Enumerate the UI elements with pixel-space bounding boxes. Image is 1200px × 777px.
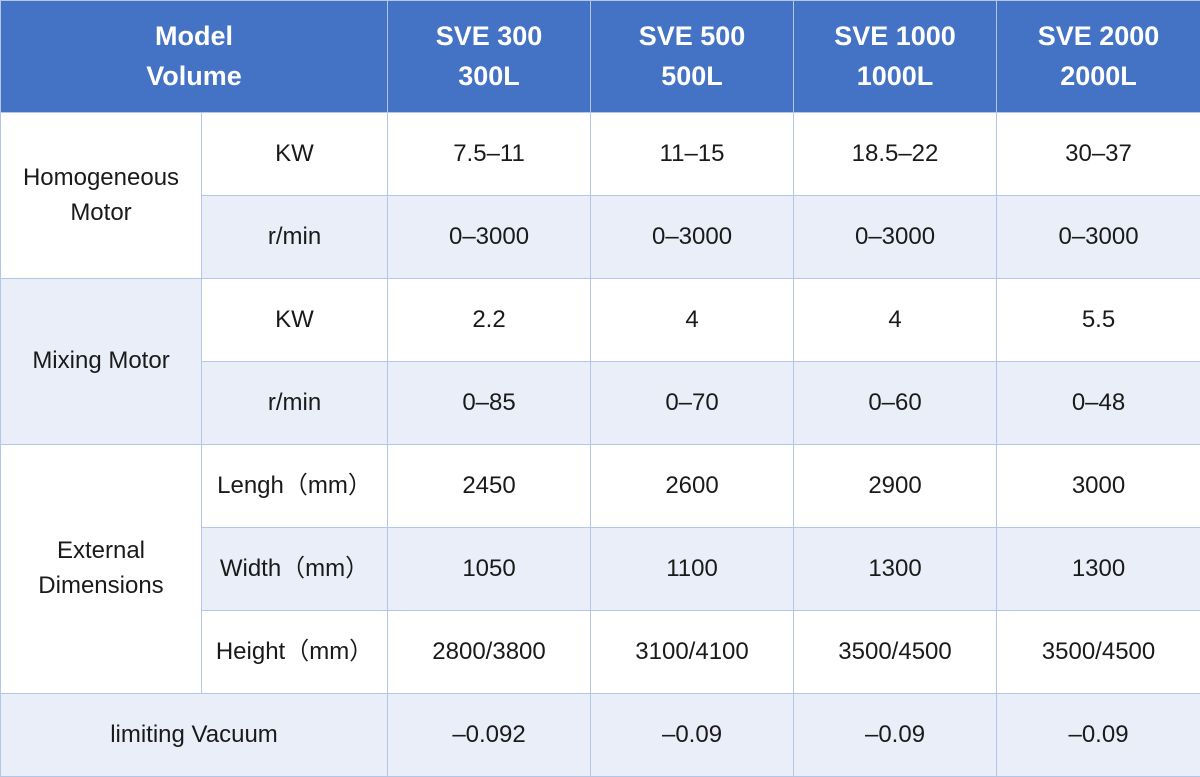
header-model-sve1000: SVE 1000 1000L (794, 1, 997, 113)
value-cell: –0.09 (591, 694, 794, 777)
param-cell: Height（mm） (202, 611, 388, 694)
value-cell: 5.5 (997, 279, 1200, 362)
param-cell: Width（mm） (202, 528, 388, 611)
limiting-vacuum-label: limiting Vacuum (1, 694, 388, 777)
value-cell: 3500/4500 (794, 611, 997, 694)
group-label: Motor (5, 196, 197, 231)
group-label: Dimensions (5, 569, 197, 604)
model-volume: 1000L (798, 57, 992, 96)
value-cell: 0–3000 (997, 196, 1200, 279)
header-label: Model Volume (1, 1, 388, 113)
model-volume: 500L (595, 57, 789, 96)
model-name: SVE 1000 (798, 17, 992, 56)
param-cell: KW (202, 113, 388, 196)
group-label: Homogeneous (5, 161, 197, 196)
value-cell: 18.5–22 (794, 113, 997, 196)
param-cell: KW (202, 279, 388, 362)
group-homogeneous-motor: Homogeneous Motor (1, 113, 202, 279)
param-cell: Lengh（mm） (202, 445, 388, 528)
value-cell: 1300 (794, 528, 997, 611)
param-cell: r/min (202, 196, 388, 279)
value-cell: 2450 (388, 445, 591, 528)
model-name: SVE 500 (595, 17, 789, 56)
table-row: Homogeneous Motor KW 7.5–11 11–15 18.5–2… (1, 113, 1200, 196)
value-cell: 1300 (997, 528, 1200, 611)
group-external-dimensions: External Dimensions (1, 445, 202, 694)
model-name: SVE 300 (392, 17, 586, 56)
header-model-sve2000: SVE 2000 2000L (997, 1, 1200, 113)
header-row: Model Volume SVE 300 300L SVE 500 500L S… (1, 1, 1200, 113)
value-cell: –0.09 (794, 694, 997, 777)
value-cell: –0.09 (997, 694, 1200, 777)
value-cell: 0–60 (794, 362, 997, 445)
value-cell: 0–85 (388, 362, 591, 445)
model-name: SVE 2000 (1001, 17, 1196, 56)
value-cell: 7.5–11 (388, 113, 591, 196)
value-cell: 0–3000 (794, 196, 997, 279)
value-cell: 1100 (591, 528, 794, 611)
value-cell: 3500/4500 (997, 611, 1200, 694)
value-cell: 2600 (591, 445, 794, 528)
header-model-sve300: SVE 300 300L (388, 1, 591, 113)
value-cell: 0–3000 (388, 196, 591, 279)
model-volume: 2000L (1001, 57, 1196, 96)
value-cell: 3100/4100 (591, 611, 794, 694)
table-row: limiting Vacuum –0.092 –0.09 –0.09 –0.09 (1, 694, 1200, 777)
header-label-model: Model (5, 17, 383, 56)
value-cell: 3000 (997, 445, 1200, 528)
group-mixing-motor: Mixing Motor (1, 279, 202, 445)
model-volume: 300L (392, 57, 586, 96)
value-cell: 2.2 (388, 279, 591, 362)
value-cell: 2800/3800 (388, 611, 591, 694)
table-row: Mixing Motor KW 2.2 4 4 5.5 (1, 279, 1200, 362)
value-cell: 1050 (388, 528, 591, 611)
header-label-volume: Volume (5, 57, 383, 96)
value-cell: 0–3000 (591, 196, 794, 279)
value-cell: 4 (794, 279, 997, 362)
param-cell: r/min (202, 362, 388, 445)
value-cell: 0–48 (997, 362, 1200, 445)
value-cell: 2900 (794, 445, 997, 528)
value-cell: 30–37 (997, 113, 1200, 196)
value-cell: 0–70 (591, 362, 794, 445)
value-cell: –0.092 (388, 694, 591, 777)
value-cell: 11–15 (591, 113, 794, 196)
group-label: External (5, 534, 197, 569)
header-model-sve500: SVE 500 500L (591, 1, 794, 113)
table-row: External Dimensions Lengh（mm） 2450 2600 … (1, 445, 1200, 528)
value-cell: 4 (591, 279, 794, 362)
